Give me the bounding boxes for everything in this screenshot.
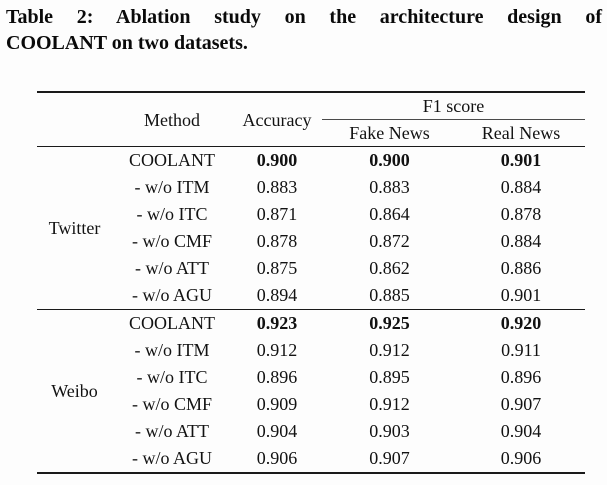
table-row: - w/o ITM 0.883 0.883 0.884 bbox=[37, 174, 585, 201]
cell-real: 0.901 bbox=[500, 150, 542, 170]
cell-accuracy: 0.896 bbox=[256, 367, 298, 387]
table-row: - w/o ITC 0.896 0.895 0.896 bbox=[37, 364, 585, 391]
cell-method: - w/o AGU bbox=[132, 285, 212, 305]
cell-accuracy: 0.909 bbox=[256, 394, 298, 414]
cell-real: 0.904 bbox=[500, 421, 542, 441]
col-header-method: Method bbox=[144, 109, 200, 130]
dataset-label: Twitter bbox=[48, 217, 101, 238]
col-header-dataset-empty bbox=[37, 92, 112, 120]
cell-real: 0.884 bbox=[500, 177, 542, 197]
cell-accuracy: 0.871 bbox=[256, 204, 298, 224]
cell-method: - w/o ATT bbox=[135, 258, 209, 278]
table-caption-line-1: Table 2: Ablation study on the architect… bbox=[6, 6, 602, 28]
cell-method: - w/o ITC bbox=[136, 367, 208, 387]
cell-accuracy: 0.923 bbox=[256, 313, 298, 333]
col-header-dataset-empty-2 bbox=[37, 120, 112, 147]
cell-method: - w/o ITM bbox=[134, 177, 210, 197]
cell-accuracy: 0.878 bbox=[256, 231, 298, 251]
cell-real: 0.878 bbox=[500, 204, 542, 224]
cell-method: COOLANT bbox=[129, 313, 215, 333]
table-row: Twitter COOLANT 0.900 0.900 0.901 bbox=[37, 147, 585, 238]
cell-accuracy: 0.906 bbox=[256, 448, 298, 468]
table-row: - w/o CMF 0.878 0.872 0.884 bbox=[37, 228, 585, 255]
cell-real: 0.906 bbox=[500, 448, 542, 468]
col-header-fake-news: Fake News bbox=[349, 123, 430, 143]
cell-fake: 0.925 bbox=[369, 313, 410, 333]
cell-fake: 0.883 bbox=[369, 177, 410, 197]
cell-method: - w/o CMF bbox=[131, 394, 212, 414]
cell-fake: 0.903 bbox=[369, 421, 410, 441]
cell-accuracy: 0.912 bbox=[256, 340, 298, 360]
cell-accuracy: 0.883 bbox=[256, 177, 298, 197]
col-header-accuracy: Accuracy bbox=[242, 109, 312, 130]
cell-fake: 0.900 bbox=[369, 150, 410, 170]
table-row: - w/o ATT 0.875 0.862 0.886 bbox=[37, 255, 585, 282]
cell-fake: 0.864 bbox=[369, 204, 410, 224]
table-row: Weibo COOLANT 0.923 0.925 0.920 bbox=[37, 310, 585, 401]
cell-real: 0.886 bbox=[500, 258, 542, 278]
ablation-table: Method Accuracy F1 score Fake News Real … bbox=[37, 91, 585, 474]
cell-real: 0.884 bbox=[500, 231, 542, 251]
cell-method: - w/o CMF bbox=[131, 231, 212, 251]
col-header-f1-score: F1 score bbox=[322, 92, 585, 120]
table-caption-line-2: COOLANT on two datasets. bbox=[6, 32, 248, 54]
cell-method: - w/o ITC bbox=[136, 204, 208, 224]
cell-fake: 0.907 bbox=[369, 448, 410, 468]
cell-method: COOLANT bbox=[129, 150, 215, 170]
cell-method: - w/o AGU bbox=[132, 448, 212, 468]
header-row-sub: Fake News Real News bbox=[37, 120, 585, 147]
header-row-top: Method Accuracy F1 score bbox=[37, 92, 585, 130]
cell-accuracy: 0.904 bbox=[256, 421, 298, 441]
table-row: - w/o ITC 0.871 0.864 0.878 bbox=[37, 201, 585, 228]
table-caption: Table 2: Ablation study on the architect… bbox=[6, 4, 602, 56]
col-header-real-news: Real News bbox=[481, 123, 561, 143]
table-row: - w/o ITM 0.912 0.912 0.911 bbox=[37, 337, 585, 364]
cell-accuracy: 0.875 bbox=[256, 258, 298, 278]
dataset-group-twitter: Twitter COOLANT 0.900 0.900 0.901 - w/o ITM 0.… bbox=[37, 147, 585, 310]
cell-fake: 0.912 bbox=[369, 340, 410, 360]
cell-accuracy: 0.894 bbox=[256, 285, 298, 305]
cell-fake: 0.862 bbox=[369, 258, 410, 278]
cell-real: 0.907 bbox=[500, 394, 542, 414]
table-row: - w/o AGU 0.906 0.907 0.906 bbox=[37, 445, 585, 473]
dataset-label: Weibo bbox=[51, 380, 98, 401]
cell-real: 0.920 bbox=[500, 313, 542, 333]
table-header: Method Accuracy F1 score Fake News Real … bbox=[37, 92, 585, 147]
table-row: - w/o ATT 0.904 0.903 0.904 bbox=[37, 418, 585, 445]
cell-method: - w/o ITM bbox=[134, 340, 210, 360]
cell-fake: 0.912 bbox=[369, 394, 410, 414]
cell-fake: 0.885 bbox=[369, 285, 410, 305]
cell-real: 0.911 bbox=[501, 340, 541, 360]
cell-real: 0.896 bbox=[500, 367, 542, 387]
dataset-group-weibo: Weibo COOLANT 0.923 0.925 0.920 - w/o ITM 0.91… bbox=[37, 309, 585, 474]
cell-fake: 0.872 bbox=[369, 231, 410, 251]
cell-real: 0.901 bbox=[500, 285, 542, 305]
table-row: - w/o AGU 0.894 0.885 0.901 bbox=[37, 282, 585, 310]
cell-accuracy: 0.900 bbox=[256, 150, 298, 170]
cell-method: - w/o ATT bbox=[135, 421, 209, 441]
table-row: - w/o CMF 0.909 0.912 0.907 bbox=[37, 391, 585, 418]
cell-fake: 0.895 bbox=[369, 367, 410, 387]
